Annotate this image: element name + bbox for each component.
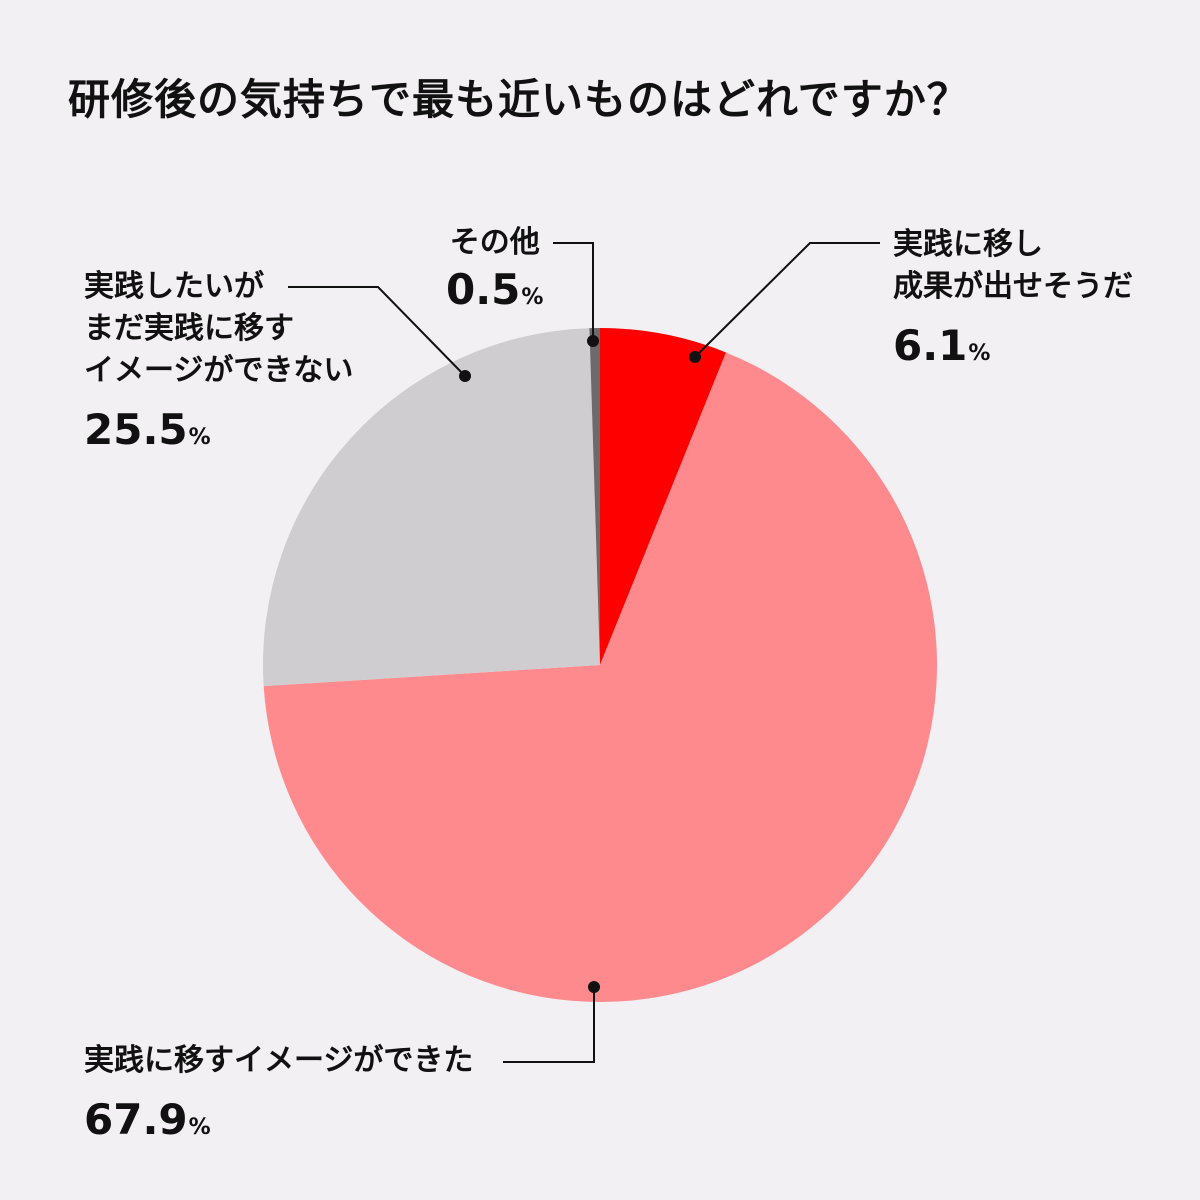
leader-dot-can-imagine: [588, 981, 600, 993]
pie-slice-cannot-imagine: [262, 328, 600, 687]
slice-label-cannot-imagine: 実践したいが まだ実践に移す イメージができない 25.5%: [84, 266, 353, 464]
leader-line-practice-done: [694, 242, 880, 358]
slice-label-other: その他 0.5%: [446, 222, 543, 324]
leader-line-can-imagine: [503, 987, 595, 1063]
slice-value: 0.5%: [446, 265, 544, 314]
chart-title: 研修後の気持ちで最も近いものはどれですか？: [68, 75, 970, 124]
pie-slice-can-imagine: [263, 352, 937, 1002]
leader-line-cannot-imagine: [288, 286, 466, 377]
leader-dot-practice-done: [689, 351, 701, 363]
leader-dot-cannot-imagine: [459, 370, 471, 382]
slice-value: 67.9%: [84, 1095, 211, 1144]
pie-slice-practice-done: [600, 328, 727, 665]
slice-name: 実践に移すイメージができた: [84, 1043, 474, 1078]
pie-slice-other: [589, 328, 600, 665]
slice-value: 6.1%: [893, 321, 991, 370]
slice-name: 実践したいが まだ実践に移す イメージができない: [84, 269, 354, 388]
leader-dot-other: [587, 335, 599, 347]
slice-label-practice-done: 実践に移し 成果が出せそうだ 6.1%: [893, 224, 1133, 380]
slice-label-can-imagine: 実践に移すイメージができた 67.9%: [84, 1040, 473, 1154]
leader-line-other: [553, 242, 594, 341]
slice-value: 25.5%: [84, 405, 211, 454]
slice-name: 実践に移し 成果が出せそうだ: [893, 227, 1133, 304]
slice-name: その他: [449, 225, 540, 260]
